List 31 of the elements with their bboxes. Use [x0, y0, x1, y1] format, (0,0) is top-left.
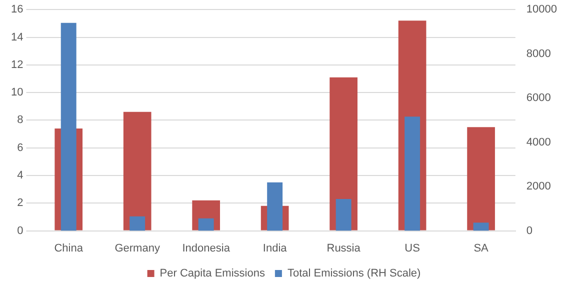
x-tick-label: US — [404, 242, 420, 254]
bar — [467, 127, 495, 230]
y-tick-label: 14 — [10, 31, 24, 44]
y2-tick-label: 0 — [526, 224, 533, 237]
legend-label: Total Emissions (RH Scale) — [287, 268, 421, 280]
bar — [336, 198, 352, 231]
y-tick-label: 2 — [17, 197, 24, 210]
y-tick-label: 8 — [17, 114, 24, 126]
y2-tick-label: 4000 — [526, 136, 551, 148]
bar — [130, 216, 146, 231]
y2-tick-label: 6000 — [526, 92, 551, 104]
x-tick-label: SA — [474, 242, 490, 254]
y-tick-label: 6 — [17, 142, 24, 154]
x-tick-label: India — [262, 242, 288, 254]
bar — [473, 222, 489, 231]
y2-tick-label: 2000 — [526, 180, 551, 193]
bar — [123, 112, 152, 230]
y-tick-label: 0 — [17, 224, 24, 237]
y-tick-label: 4 — [17, 170, 24, 182]
y-tick-label: 12 — [10, 58, 24, 71]
y2-tick-label: 10000 — [526, 4, 558, 16]
x-tick-label: Indonesia — [182, 242, 231, 254]
y2-tick-label: 8000 — [526, 48, 551, 60]
x-tick-label: Russia — [326, 242, 362, 254]
y-tick-label: 10 — [10, 86, 24, 99]
y-tick-label: 16 — [10, 4, 24, 16]
legend-label: Per Capita Emissions — [160, 268, 266, 280]
bar — [198, 218, 214, 231]
bar — [404, 116, 420, 231]
x-tick-label: Germany — [114, 242, 160, 254]
x-tick-label: China — [54, 242, 84, 254]
